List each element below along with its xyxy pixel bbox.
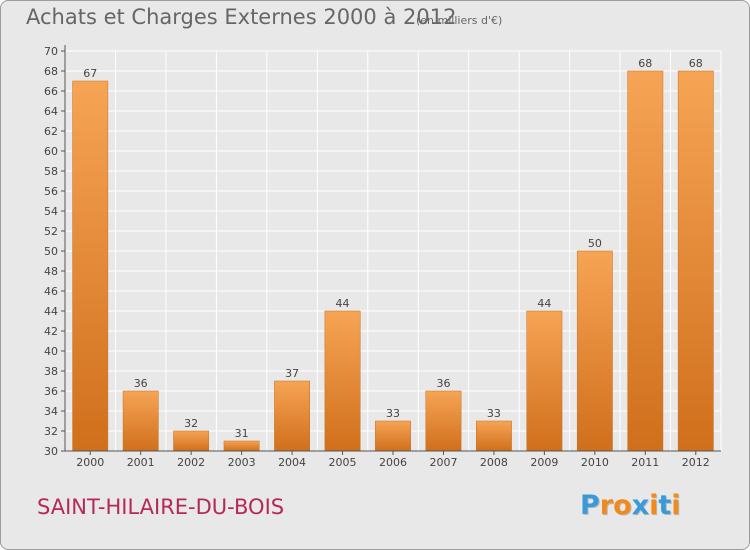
y-tick-label: 70: [44, 45, 58, 58]
grid-lines: [64, 50, 722, 452]
x-tick-label: 2010: [581, 456, 609, 469]
proxiti-logo[interactable]: Proxiti: [580, 490, 681, 521]
y-tick-label: 52: [44, 225, 58, 238]
bars: [72, 70, 714, 452]
bar-value-label: 36: [134, 377, 148, 390]
bar-2010[interactable]: [576, 250, 613, 452]
bar-2000[interactable]: [72, 80, 109, 452]
bar-value-label: 37: [285, 367, 299, 380]
labels: 30 32 34 36 38 40 42 44 46 48 50 52 54 56 58 60 62 64 66 68…: [44, 45, 710, 469]
logo-letter: i: [671, 490, 681, 521]
bar-2012[interactable]: [677, 70, 714, 452]
y-tick-label: 32: [44, 425, 58, 438]
y-tick-label: 66: [44, 85, 58, 98]
x-tick-label: 2006: [379, 456, 407, 469]
bar-2005[interactable]: [324, 310, 361, 452]
x-tick-label: 2003: [228, 456, 256, 469]
bar-2004[interactable]: [274, 380, 310, 452]
y-tick-label: 40: [44, 345, 58, 358]
bar-2008[interactable]: [476, 420, 512, 452]
x-tick-label: 2001: [127, 456, 155, 469]
y-tick-label: 42: [44, 325, 58, 338]
chart-title: Achats et Charges Externes 2000 à 2012: [26, 5, 457, 29]
x-tick-label: 2012: [682, 456, 710, 469]
chart-subtitle: (en milliers d'€): [416, 14, 503, 27]
bar-2011[interactable]: [627, 70, 664, 452]
x-tick-label: 2000: [76, 456, 104, 469]
x-tick-label: 2008: [480, 456, 508, 469]
bar-value-label: 33: [487, 407, 501, 420]
logo-letter: o: [613, 490, 632, 521]
x-tick-label: 2005: [329, 456, 357, 469]
bar-value-label: 50: [588, 237, 602, 250]
y-tick-label: 60: [44, 145, 58, 158]
logo-letter: P: [580, 490, 600, 521]
bar-2001[interactable]: [122, 390, 159, 452]
bar-value-label: 44: [336, 297, 350, 310]
y-tick-label: 54: [44, 205, 58, 218]
y-tick-label: 36: [44, 385, 58, 398]
y-tick-label: 56: [44, 185, 58, 198]
y-tick-label: 44: [44, 305, 58, 318]
bar-value-label: 32: [184, 417, 198, 430]
bar-2007[interactable]: [425, 390, 462, 452]
bar-value-label: 68: [689, 57, 703, 70]
y-tick-label: 34: [44, 405, 58, 418]
y-tick-label: 58: [44, 165, 58, 178]
y-tick-label: 68: [44, 65, 58, 78]
y-tick-label: 62: [44, 125, 58, 138]
bar-2006[interactable]: [375, 420, 411, 452]
bar-2003[interactable]: [223, 440, 260, 452]
y-tick-label: 30: [44, 445, 58, 458]
logo-letter: i: [649, 490, 659, 521]
x-tick-label: 2009: [530, 456, 558, 469]
bar-value-label: 31: [235, 427, 249, 440]
logo-letter: r: [599, 490, 614, 521]
bar-2002[interactable]: [173, 430, 210, 452]
bar-value-label: 33: [386, 407, 400, 420]
x-tick-label: 2007: [429, 456, 457, 469]
x-tick-label: 2011: [631, 456, 659, 469]
bar-value-label: 67: [83, 67, 97, 80]
bar-value-label: 44: [537, 297, 551, 310]
x-tick-label: 2004: [278, 456, 306, 469]
bar-value-label: 68: [638, 57, 652, 70]
y-tick-label: 64: [44, 105, 58, 118]
y-tick-label: 50: [44, 245, 58, 258]
x-tick-label: 2002: [177, 456, 205, 469]
location-name: SAINT-HILAIRE-DU-BOIS: [37, 495, 285, 519]
y-tick-label: 48: [44, 265, 58, 278]
bar-2009[interactable]: [526, 310, 563, 452]
y-tick-label: 38: [44, 365, 58, 378]
logo-letter: x: [631, 490, 650, 521]
axes: [61, 45, 721, 455]
bar-value-label: 36: [436, 377, 450, 390]
y-tick-label: 46: [44, 285, 58, 298]
logo-letter: t: [658, 490, 672, 521]
